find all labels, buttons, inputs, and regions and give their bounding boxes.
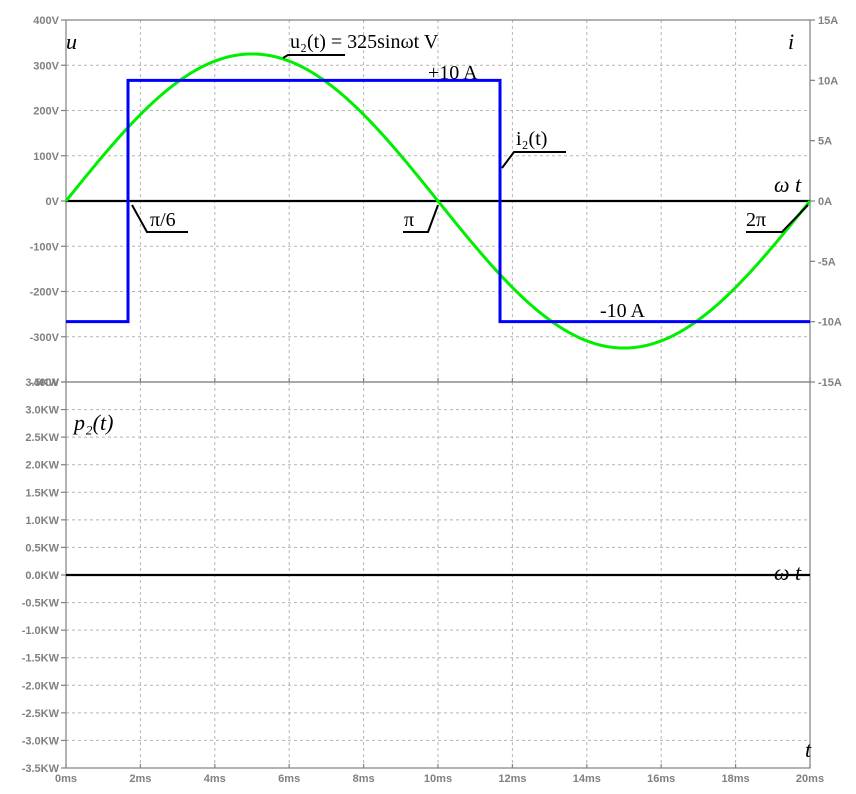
x-tick-label: 16ms xyxy=(647,773,675,785)
x-tick-label: 2ms xyxy=(129,773,151,785)
bottom-tick-label: 3.0KW xyxy=(25,405,59,417)
annotation-leaders xyxy=(131,54,809,233)
right-tick-label: 10A xyxy=(818,75,838,87)
right-tick-label: -10A xyxy=(818,317,842,329)
pi6-leader xyxy=(131,204,188,233)
x-tick-label: 6ms xyxy=(278,773,300,785)
bottom-tick-label: -0.5KW xyxy=(22,598,60,610)
left-tick-label: -400V xyxy=(30,377,60,389)
right-tick-label: 0A xyxy=(818,196,832,208)
x-tick-label: 20ms xyxy=(796,773,824,785)
omega-t-label-bottom: ω t xyxy=(774,560,802,585)
i2-label: i₂(t) xyxy=(516,128,547,150)
bottom-tick-label: -1.0KW xyxy=(22,625,60,637)
bottom-tick-label: 0.5KW xyxy=(25,542,59,554)
x-tick-label: 0ms xyxy=(55,773,77,785)
i2-leader xyxy=(501,151,566,169)
t-label: t xyxy=(805,737,812,762)
right-tick-label: -15A xyxy=(818,377,842,389)
x-tick-label: 18ms xyxy=(722,773,750,785)
x-tick-label: 8ms xyxy=(353,773,375,785)
bottom-tick-label: -2.0KW xyxy=(22,680,60,692)
series-layer xyxy=(64,52,812,577)
bottom-tick-label: -3.5KW xyxy=(22,763,60,775)
bottom-tick-label: 3.5KW xyxy=(25,377,59,389)
u2-leader xyxy=(282,54,345,59)
minus-10a-label: -10 A xyxy=(600,300,646,322)
pi-leader xyxy=(403,204,439,233)
bottom-tick-label: 1.5KW xyxy=(25,487,59,499)
x-tick-label: 14ms xyxy=(573,773,601,785)
u-axis-label: u xyxy=(66,29,77,54)
x-tick-label: 4ms xyxy=(204,773,226,785)
pi-6-label: π/6 xyxy=(150,209,176,231)
bottom-tick-label: -3.0KW xyxy=(22,735,60,747)
twopi-leader xyxy=(746,204,809,233)
two-pi-label: 2π xyxy=(746,209,766,231)
left-tick-label: 300V xyxy=(33,60,59,72)
bottom-tick-label: 1.0KW xyxy=(25,515,59,527)
right-tick-label: -5A xyxy=(818,256,836,268)
right-tick-label: 15A xyxy=(818,15,838,27)
x-tick-label: 12ms xyxy=(498,773,526,785)
right-tick-label: 5A xyxy=(818,136,832,148)
left-tick-label: 100V xyxy=(33,151,59,163)
grid-layer xyxy=(66,20,810,768)
voltage-series-line xyxy=(64,52,812,350)
plus-10a-label: +10 A xyxy=(428,62,478,84)
u2-title: u₂(t) = 325sinωt V xyxy=(290,31,439,53)
pi-label: π xyxy=(404,209,414,231)
bottom-tick-label: 2.5KW xyxy=(25,432,59,444)
axis-layer: 0ms 2ms 4ms 6ms 8ms 10ms 12ms 14ms 16ms 18ms 20ms 4… xyxy=(22,15,842,785)
x-tick-label: 10ms xyxy=(424,773,452,785)
left-tick-label: 0V xyxy=(46,196,60,208)
left-tick-label: 200V xyxy=(33,106,59,118)
bottom-tick-label: -2.5KW xyxy=(22,708,60,720)
current-series-line xyxy=(66,78,810,324)
bottom-tick-label: -1.5KW xyxy=(22,653,60,665)
left-tick-label: -100V xyxy=(30,241,60,253)
p2-label: p₂(t) xyxy=(72,410,113,435)
left-tick-label: -200V xyxy=(30,287,60,299)
left-tick-label: 400V xyxy=(33,15,59,27)
left-tick-label: -300V xyxy=(30,332,60,344)
bottom-tick-label: 0.0KW xyxy=(25,570,59,582)
bottom-tick-label: 2.0KW xyxy=(25,460,59,472)
omega-t-label-top: ω t xyxy=(774,172,802,197)
i-axis-label: i xyxy=(788,29,794,54)
